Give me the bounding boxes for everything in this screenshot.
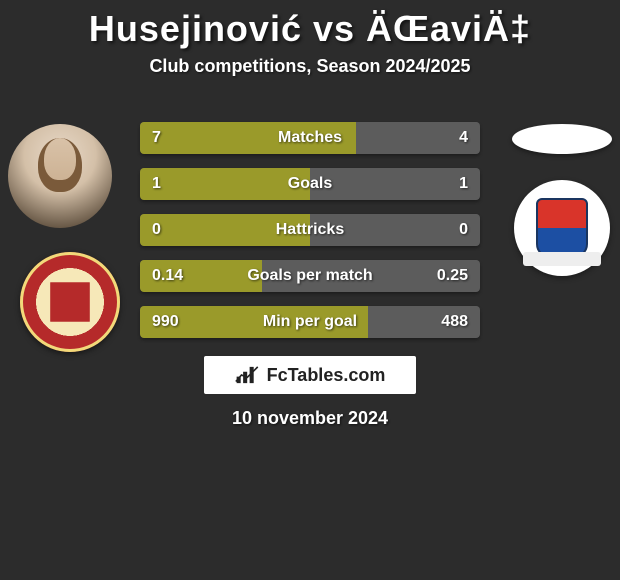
ribbon-icon — [523, 252, 601, 266]
stat-value-right: 0 — [447, 214, 480, 246]
subtitle: Club competitions, Season 2024/2025 — [0, 56, 620, 77]
bar-chart-icon — [235, 365, 261, 385]
stat-label: Matches — [140, 122, 480, 154]
stat-value-right: 4 — [447, 122, 480, 154]
stat-value-right: 488 — [429, 306, 480, 338]
stat-value-right: 0.25 — [425, 260, 480, 292]
player-right-placeholder — [512, 124, 612, 154]
player-left-avatar — [8, 124, 112, 228]
club-left-crest — [20, 252, 120, 352]
shield-icon — [536, 198, 588, 258]
club-right-crest — [514, 180, 610, 276]
stat-value-left: 0 — [140, 214, 173, 246]
stat-value-left: 7 — [140, 122, 173, 154]
stat-value-right: 1 — [447, 168, 480, 200]
stat-label: Goals — [140, 168, 480, 200]
stat-label: Hattricks — [140, 214, 480, 246]
date-text: 10 november 2024 — [0, 408, 620, 429]
stat-row: Hattricks0 0 — [140, 214, 480, 246]
stat-row: Matches7 4 — [140, 122, 480, 154]
stat-value-left: 1 — [140, 168, 173, 200]
stat-value-left: 0.14 — [140, 260, 195, 292]
stat-row: Goals1 1 — [140, 168, 480, 200]
stat-row: Min per goal990488 — [140, 306, 480, 338]
brand-text: FcTables.com — [267, 365, 386, 386]
stat-value-left: 990 — [140, 306, 191, 338]
brand-badge: FcTables.com — [202, 354, 418, 396]
stat-row: Goals per match0.140.25 — [140, 260, 480, 292]
page-title: Husejinović vs ÄŒaviÄ‡ — [0, 0, 620, 50]
stats-table: Matches74Goals11Hattricks00Goals per mat… — [140, 122, 480, 352]
